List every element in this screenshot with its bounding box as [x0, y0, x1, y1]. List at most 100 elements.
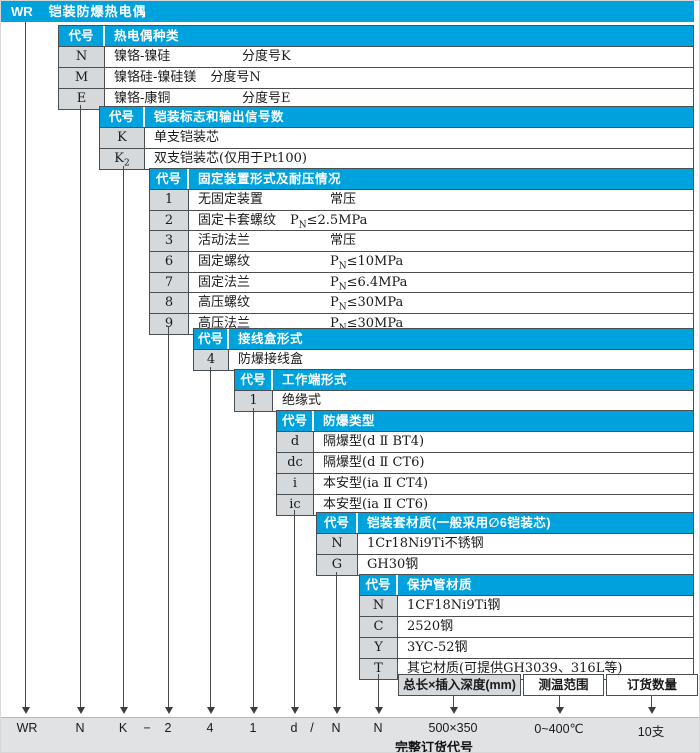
table-row: M 镍铬硅-镍硅镁 分度号N: [59, 67, 693, 88]
description-cell: 高压螺纹 PN≤30MPa: [189, 293, 693, 314]
code-cell: K: [100, 128, 145, 148]
table-header: 代号 防爆类型: [277, 411, 693, 431]
code-cell: ic: [277, 495, 314, 515]
description-cell: 3YC-52钢: [398, 638, 693, 658]
code-cell: Y: [360, 638, 398, 658]
table-junction-box: 代号 接线盒形式 4 防爆接线盒: [193, 328, 694, 371]
table-title: 接线盒形式: [238, 332, 304, 346]
table-row: d 隔爆型(d Ⅱ BT4): [277, 431, 693, 452]
code-cell: d: [277, 432, 314, 452]
code-cell: i: [277, 474, 314, 494]
code-cell: M: [59, 68, 105, 88]
table-thermocouple-type: 代号 热电偶种类 N 镍铬-镍硅 分度号K M 镍铬硅-镍硅镁 分度号N E 镍铬-…: [58, 25, 694, 110]
code-column-header: 代号: [235, 370, 273, 390]
connector-arrow-icon: [449, 695, 458, 714]
table-row: K 单支铠装芯: [100, 127, 693, 148]
order-code-part: 4: [206, 721, 214, 735]
code-column-header: 代号: [194, 329, 229, 349]
code-cell: 1: [235, 391, 273, 411]
table-header: 代号 接线盒形式: [194, 329, 693, 349]
table-sheath-material: 代号 铠装套材质(一般采用∅6铠装芯) N 1Cr18Ni9Ti不锈钢 G GH…: [316, 512, 694, 576]
description-cell: 单支铠装芯: [145, 128, 693, 148]
table-row: 8 高压螺纹 PN≤30MPa: [150, 292, 693, 314]
order-code-part: N: [373, 721, 383, 735]
code-cell: C: [360, 617, 398, 637]
code-cell: N: [59, 47, 105, 67]
order-code-bar: 完整订货代号 WR N K − 2 4 1 d / N N 500×350 0~…: [1, 717, 699, 752]
order-code-part: 0~400℃: [534, 722, 584, 736]
order-code-part: 1: [249, 721, 257, 735]
model-prefix: WR: [11, 4, 33, 19]
description-cell: 1Cr18Ni9Ti不锈钢: [358, 534, 693, 554]
connector-arrow-icon: [374, 674, 383, 714]
order-code-part: 10支: [637, 725, 665, 739]
table-fixing-device: 代号 固定装置形式及耐压情况 1 无固定装置 常压 2 固定卡套螺纹 PN≤2.5M…: [149, 168, 694, 335]
table-row: G GH30钢: [317, 554, 693, 575]
code-cell: dc: [277, 453, 314, 473]
table-row: 1 绝缘式: [235, 390, 693, 411]
connector-arrow-icon: [332, 572, 341, 714]
code-cell: T: [360, 659, 398, 679]
code-cell: 7: [150, 272, 189, 293]
connector-arrow-icon: [119, 166, 128, 714]
connector-arrow-icon: [647, 695, 656, 714]
table-row: N 1Cr18Ni9Ti不锈钢: [317, 533, 693, 554]
table-row: 2 固定卡套螺纹 PN≤2.5MPa: [150, 209, 693, 231]
code-cell: N: [360, 596, 398, 616]
order-code-part: 500×350: [428, 721, 478, 735]
description-cell: 活动法兰 常压: [189, 231, 693, 252]
table-header: 代号 固定装置形式及耐压情况: [150, 169, 693, 189]
table-row: ic 本安型(ia Ⅱ CT6): [277, 494, 693, 515]
table-explosionproof-type: 代号 防爆类型 d 隔爆型(d Ⅱ BT4) dc 隔爆型(d Ⅱ CT6) i…: [276, 410, 694, 516]
order-quantity-header: 订货数量: [606, 674, 698, 696]
connector-arrow-icon: [206, 367, 215, 714]
description-cell: 固定螺纹 PN≤10MPa: [189, 252, 693, 272]
description-cell: 本安型(ia Ⅱ CT6): [314, 495, 693, 515]
connector-arrow-icon: [164, 326, 173, 714]
code-cell: 1: [150, 190, 189, 210]
table-row: K2 双支铠装芯(仅用于Pt100): [100, 148, 693, 169]
code-cell: 4: [194, 350, 229, 370]
table-row: 6 固定螺纹 PN≤10MPa: [150, 251, 693, 272]
connector-arrow-icon: [249, 408, 258, 714]
description-cell: 本安型(ia Ⅱ CT4): [314, 474, 693, 494]
description-cell: 固定法兰 PN≤6.4MPa: [189, 272, 693, 293]
table-header: 代号 热电偶种类: [59, 26, 693, 46]
table-row: i 本安型(ia Ⅱ CT4): [277, 473, 693, 494]
description-cell: 双支铠装芯(仅用于Pt100): [145, 149, 693, 169]
code-cell: 9: [150, 314, 189, 334]
order-code-part: 2: [164, 721, 172, 735]
code-column-header: 代号: [360, 575, 398, 595]
table-row: 1 无固定装置 常压: [150, 189, 693, 210]
table-row: N 镍铬-镍硅 分度号K: [59, 46, 693, 67]
description-cell: 绝缘式: [273, 391, 693, 411]
order-code-part: /: [310, 721, 314, 735]
connector-arrow-icon: [76, 105, 85, 714]
table-title: 防爆类型: [323, 414, 376, 428]
table-title: 热电偶种类: [114, 29, 180, 43]
table-header: 代号 铠装标志和输出信号数: [100, 107, 693, 127]
description-cell: GH30钢: [358, 555, 693, 575]
code-cell: 8: [150, 293, 189, 314]
table-title: 保护管材质: [407, 578, 473, 592]
table-row: C 2520钢: [360, 616, 693, 637]
code-cell: E: [59, 89, 105, 109]
description-cell: 2520钢: [398, 617, 693, 637]
length-depth-header: 总长×插入深度(mm): [398, 674, 521, 696]
description-cell: 固定卡套螺纹 PN≤2.5MPa: [189, 210, 693, 231]
order-code-part: K: [118, 721, 128, 735]
order-code-part: WR: [16, 721, 38, 735]
description-cell: 镍铬-康铜 分度号E: [105, 89, 693, 109]
code-cell: G: [317, 555, 358, 575]
order-code-part: N: [75, 721, 85, 735]
connector-arrow-icon: [555, 695, 564, 714]
table-header: 代号 工作端形式: [235, 370, 693, 390]
connector-arrow-icon: [290, 510, 299, 714]
description-cell: 隔爆型(d Ⅱ CT6): [314, 453, 693, 473]
code-cell: N: [317, 534, 358, 554]
temp-range-header: 测温范围: [523, 674, 604, 696]
table-row: E 镍铬-康铜 分度号E: [59, 88, 693, 109]
code-column-header: 代号: [150, 169, 189, 189]
description-cell: 镍铬-镍硅 分度号K: [105, 47, 693, 67]
